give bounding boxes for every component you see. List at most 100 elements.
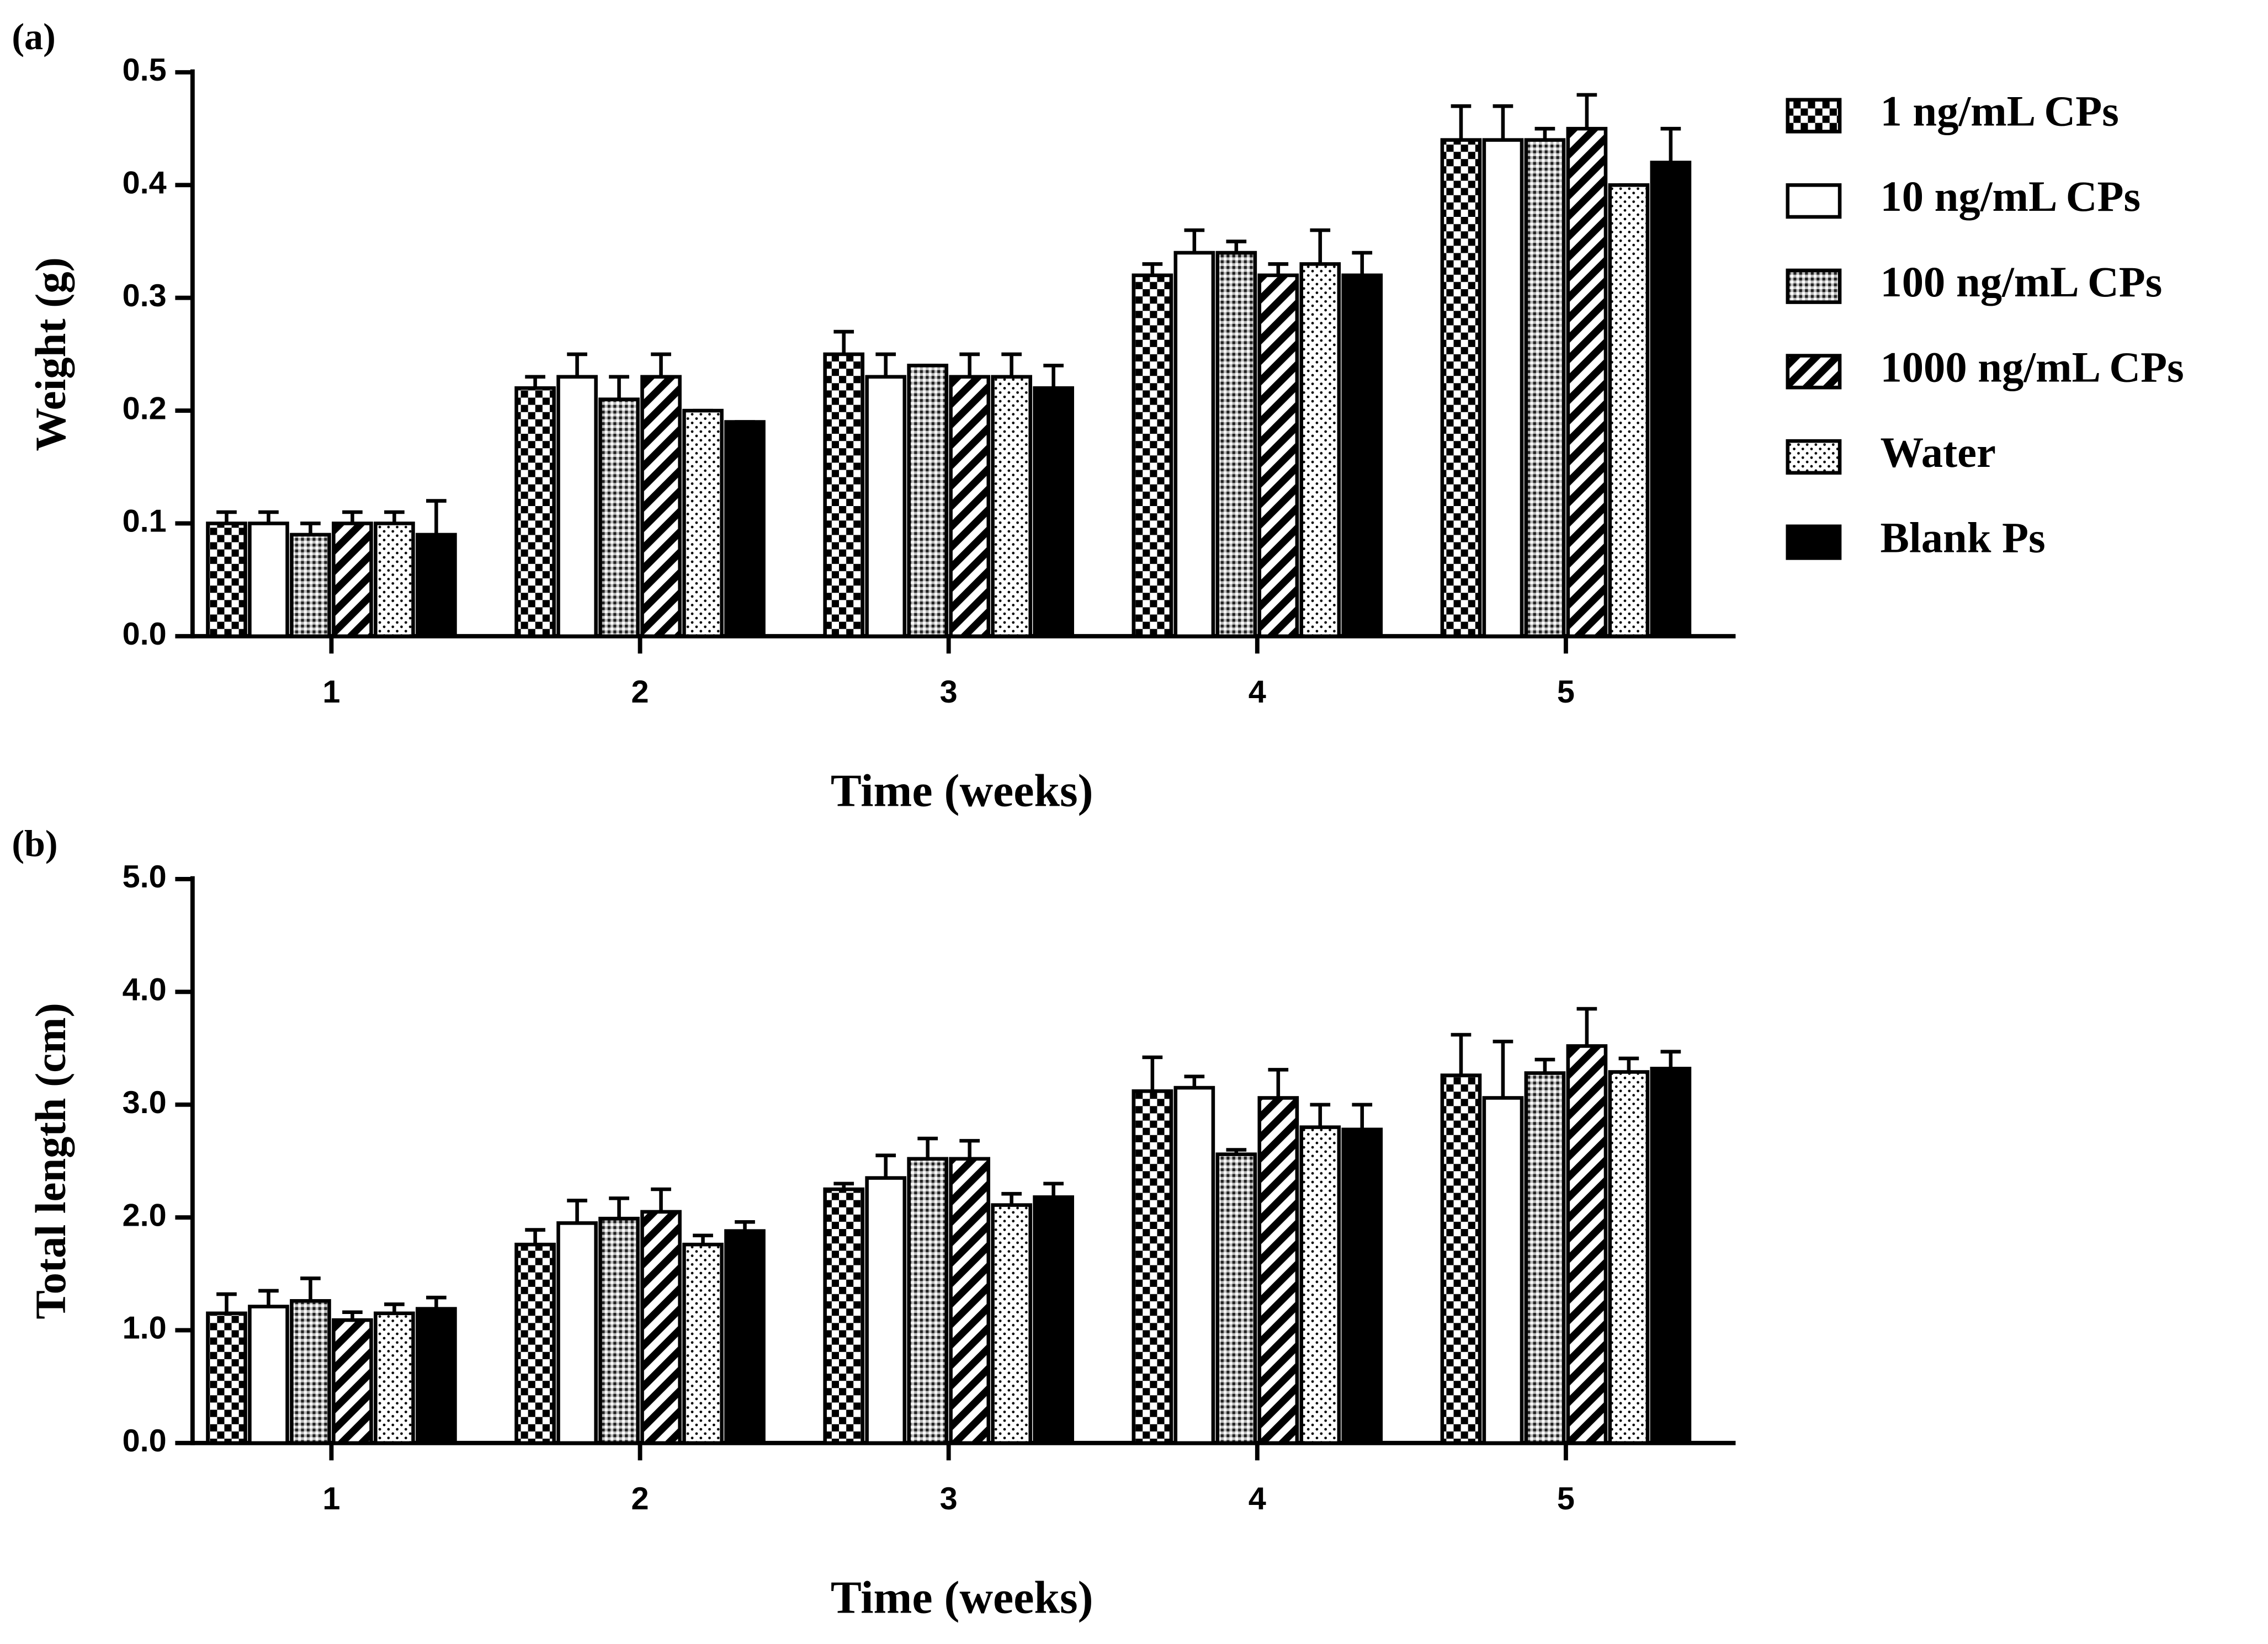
bar — [907, 364, 949, 639]
legend-label: 1 ng/mL CPs — [1880, 88, 2118, 136]
bar — [598, 1216, 640, 1445]
bar — [332, 1318, 373, 1445]
bar — [1173, 251, 1215, 639]
bar — [374, 522, 415, 639]
bar — [1033, 1195, 1074, 1445]
y-axis-label: Total length (cm) — [27, 1003, 75, 1319]
x-tick-label: 5 — [1557, 1481, 1575, 1517]
bar — [823, 1187, 865, 1445]
bar — [514, 1242, 556, 1445]
bar — [1566, 126, 1608, 639]
x-tick-label: 4 — [1249, 674, 1266, 710]
bar — [949, 1157, 991, 1445]
bar — [1650, 161, 1692, 639]
legend-label: Water — [1880, 429, 1996, 477]
bar — [1132, 1089, 1173, 1445]
y-tick-label: 3.0 — [123, 1085, 167, 1120]
bar — [865, 1176, 907, 1445]
legend-swatch — [1786, 183, 1842, 219]
y-tick-label: 0.0 — [123, 616, 167, 652]
bar — [949, 375, 991, 639]
bar — [290, 533, 331, 639]
bar — [1341, 1127, 1383, 1445]
x-tick-label: 3 — [940, 674, 958, 710]
legend-label: 1000 ng/mL CPs — [1880, 343, 2184, 391]
x-axis-label: Time (weeks) — [831, 765, 1093, 816]
legend-swatch — [1786, 354, 1842, 390]
y-tick-label: 0.1 — [123, 504, 167, 539]
y-tick-label: 0.2 — [123, 391, 167, 426]
legend-swatch — [1786, 268, 1842, 304]
legend-label: 10 ng/mL CPs — [1880, 173, 2140, 221]
bar — [1650, 1067, 1692, 1445]
bar — [1033, 386, 1074, 639]
y-tick-label: 4.0 — [123, 972, 167, 1008]
bar — [991, 1203, 1032, 1445]
y-tick-label: 0.0 — [123, 1423, 167, 1459]
bar — [865, 375, 907, 639]
bar — [640, 375, 682, 639]
y-tick-label: 1.0 — [123, 1311, 167, 1346]
legend-label: Blank Ps — [1880, 514, 2045, 562]
bar — [907, 1157, 949, 1445]
bar — [1299, 1125, 1341, 1445]
bar — [1482, 138, 1524, 639]
bar — [1524, 1071, 1566, 1445]
bar — [1566, 1044, 1608, 1445]
y-tick-label: 0.3 — [123, 278, 167, 313]
bar — [1608, 183, 1650, 639]
bar — [598, 397, 640, 639]
bar — [416, 1307, 457, 1445]
x-tick-label: 3 — [940, 1481, 958, 1517]
bar — [290, 1299, 331, 1445]
legend-swatch — [1786, 524, 1842, 560]
y-tick-label: 0.5 — [123, 52, 167, 88]
panel-label: (a) — [12, 15, 55, 57]
bar — [374, 1311, 415, 1445]
bar — [823, 352, 865, 639]
bar — [1299, 262, 1341, 639]
bar — [724, 420, 766, 639]
bar — [1440, 1073, 1482, 1445]
bar — [514, 386, 556, 639]
x-tick-label: 5 — [1557, 674, 1575, 710]
y-tick-label: 2.0 — [123, 1198, 167, 1233]
bar — [1341, 273, 1383, 639]
bar — [1132, 273, 1173, 639]
x-tick-label: 2 — [631, 1481, 649, 1517]
bar — [206, 522, 247, 639]
bar — [248, 522, 289, 639]
bar — [1215, 1152, 1257, 1445]
bar — [416, 533, 457, 639]
bar — [991, 375, 1032, 639]
bar — [1524, 138, 1566, 639]
y-tick-label: 0.4 — [123, 166, 167, 201]
bar — [1482, 1096, 1524, 1445]
bar — [1257, 273, 1299, 639]
bar — [724, 1229, 766, 1445]
bar — [1440, 138, 1482, 639]
legend-label: 100 ng/mL CPs — [1880, 258, 2162, 306]
bar — [682, 408, 724, 639]
legend-swatch — [1786, 98, 1842, 134]
bar — [1608, 1070, 1650, 1445]
legend-swatch — [1786, 439, 1842, 475]
bar — [1215, 251, 1257, 639]
bar — [556, 375, 598, 639]
panel-label: (b) — [12, 822, 57, 864]
bar — [248, 1305, 289, 1445]
bar — [682, 1242, 724, 1445]
x-tick-label: 4 — [1249, 1481, 1266, 1517]
y-tick-label: 5.0 — [123, 859, 167, 895]
y-axis-label: Weight (g) — [27, 257, 75, 451]
bar — [332, 522, 373, 639]
bar — [206, 1311, 247, 1445]
x-tick-label: 1 — [322, 1481, 340, 1517]
bar — [1257, 1096, 1299, 1445]
bar — [640, 1210, 682, 1445]
x-tick-label: 2 — [631, 674, 649, 710]
x-axis-label: Time (weeks) — [831, 1572, 1093, 1623]
x-tick-label: 1 — [322, 674, 340, 710]
